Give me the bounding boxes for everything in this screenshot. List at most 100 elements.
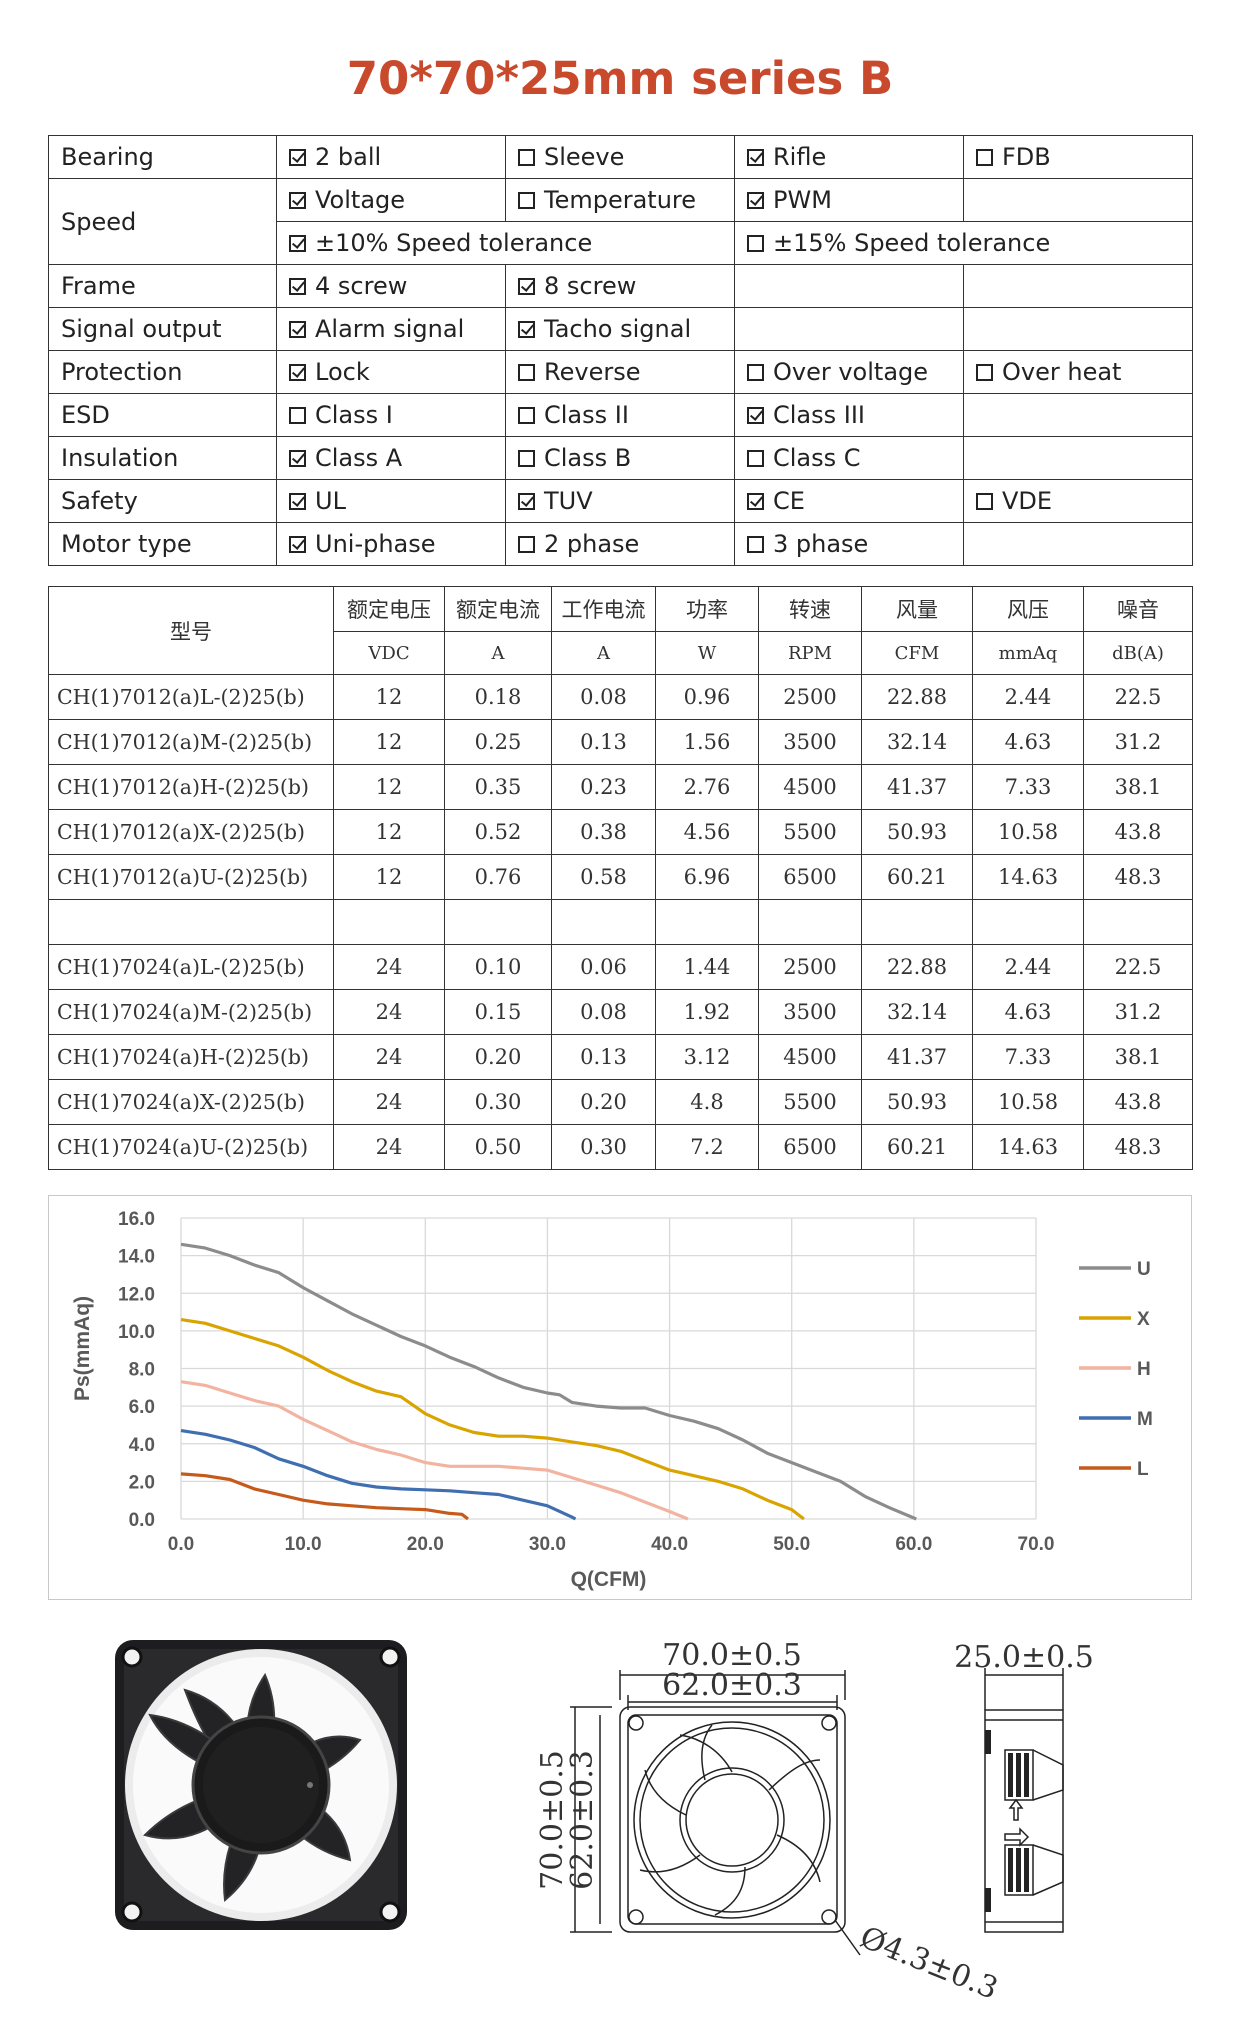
legend-label: H [1137,1359,1151,1380]
spec-option-label: Over heat [1002,358,1122,386]
table-cell: 0.18 [444,674,552,720]
spec-row: ±10% Speed tolerance ±15% Speed tolerance [49,221,1193,265]
spec-option-cell [734,264,964,308]
spec-option-cell [963,307,1193,351]
spec-option-cell: 4 screw [276,264,506,308]
spec-option-cell: Uni-phase [276,522,506,566]
checkbox-checked-icon [747,493,764,510]
spec-option-label: Class III [773,401,866,429]
table-cell: 60.21 [861,1124,973,1170]
table-cell: 0.08 [551,989,656,1035]
table-cell: 0.30 [444,1079,552,1125]
y-tick-label: 6.0 [129,1397,155,1418]
blank-separator-row [48,899,1193,945]
spec-option-cell: ±10% Speed tolerance [276,221,735,265]
y-tick-label: 14.0 [118,1247,155,1268]
spec-row: Bearing 2 ball Sleeve Rifle FDB [48,135,1193,179]
spec-option-cell: Class A [276,436,506,480]
table-cell: 1.56 [655,719,759,765]
checkbox-checked-icon [289,192,306,209]
table-cell: 3500 [758,989,862,1035]
table-cell: 0.20 [444,1034,552,1080]
checkbox-unchecked-icon [976,493,993,510]
table-cell: 0.25 [444,719,552,765]
table-cell: 0.06 [551,944,656,990]
checkbox-checked-icon [518,278,535,295]
spec-row-label: Speed [48,178,277,265]
y-axis-label: Ps(mmAq) [71,1296,94,1401]
fan-photo [115,1640,407,1930]
model-number-cell: CH(1)7012(a)U-(2)25(b) [48,854,334,900]
spec-option-label: ±10% Speed tolerance [315,229,593,257]
spec-option-cell: PWM [734,178,964,222]
front-drawing [570,1670,861,1956]
unit-header: RPM [758,631,862,675]
x-tick-label: 0.0 [168,1534,194,1555]
legend-label: M [1137,1409,1153,1430]
series-line-u [180,1242,917,1521]
spec-option-label: VDE [1002,487,1053,515]
checkbox-checked-icon [289,278,306,295]
checkbox-unchecked-icon [976,364,993,381]
spec-option-label: Alarm signal [315,315,465,343]
model-spec-table: 型号 额定电压 额定电流 工作电流 功率 转速 风量 风压 噪音 VDC A A W RPM CFM mmAq… [48,586,1193,1170]
dim-outer-height: 70.0±0.5 [535,1750,570,1890]
spec-option-cell: Lock [276,350,506,394]
spec-option-label: 2 ball [315,143,382,171]
spec-row-label: Bearing [48,135,277,179]
model-number-cell: CH(1)7024(a)M-(2)25(b) [48,989,334,1035]
spec-option-label: Sleeve [544,143,625,171]
spec-option-label: Voltage [315,186,406,214]
spec-option-cell: Over voltage [734,350,964,394]
table-cell: 31.2 [1083,989,1193,1035]
spec-option-cell: Temperature [505,178,735,222]
checkbox-checked-icon [518,321,535,338]
y-tick-label: 2.0 [129,1472,155,1493]
checkbox-checked-icon [747,192,764,209]
checkbox-checked-icon [289,536,306,553]
table-cell: 24 [333,1124,445,1170]
table-cell: 5500 [758,809,862,855]
table-cell: 24 [333,1034,445,1080]
table-cell: 0.15 [444,989,552,1035]
spec-option-cell [963,393,1193,437]
spec-option-label: CE [773,487,805,515]
table-cell: 4.63 [972,719,1084,765]
table-cell [758,899,862,945]
column-header: 额定电流 [444,586,552,632]
table-cell [972,899,1084,945]
table-cell: 0.35 [444,764,552,810]
checkbox-checked-icon [289,450,306,467]
table-cell: 0.20 [551,1079,656,1125]
checkbox-unchecked-icon [518,407,535,424]
y-tick-label: 0.0 [129,1510,155,1531]
table-cell: 31.2 [1083,719,1193,765]
table-cell: 0.10 [444,944,552,990]
spec-option-cell: Alarm signal [276,307,506,351]
spec-option-label: PWM [773,186,832,214]
checkbox-checked-icon [289,493,306,510]
dim-outer-width: 70.0±0.5 [662,1638,802,1673]
table-cell: 2500 [758,674,862,720]
table-cell: 22.5 [1083,944,1193,990]
x-tick-label: 60.0 [895,1534,932,1555]
table-cell: 0.30 [551,1124,656,1170]
spec-row-label: Protection [48,350,277,394]
model-number-cell: CH(1)7024(a)X-(2)25(b) [48,1079,334,1125]
spec-option-cell: Reverse [505,350,735,394]
model-number-cell: CH(1)7012(a)L-(2)25(b) [48,674,334,720]
unit-header: mmAq [972,631,1084,675]
table-cell: 22.88 [861,944,973,990]
spec-option-label: Uni-phase [315,530,436,558]
table-cell: 50.93 [861,809,973,855]
model-number-cell: CH(1)7024(a)U-(2)25(b) [48,1124,334,1170]
model-number-cell: CH(1)7012(a)X-(2)25(b) [48,809,334,855]
table-cell: 32.14 [861,719,973,765]
spec-option-cell: Rifle [734,135,964,179]
table-row: CH(1)7012(a)H-(2)25(b) 12 0.35 0.23 2.76 4500… [48,764,1193,810]
table-cell: 12 [333,674,445,720]
table-row: CH(1)7024(a)H-(2)25(b) 24 0.20 0.13 3.12 4500… [48,1034,1193,1080]
spec-option-label: Class B [544,444,632,472]
spec-row: Speed Voltage Temperature PWM [48,178,1193,265]
table-cell: 6500 [758,1124,862,1170]
